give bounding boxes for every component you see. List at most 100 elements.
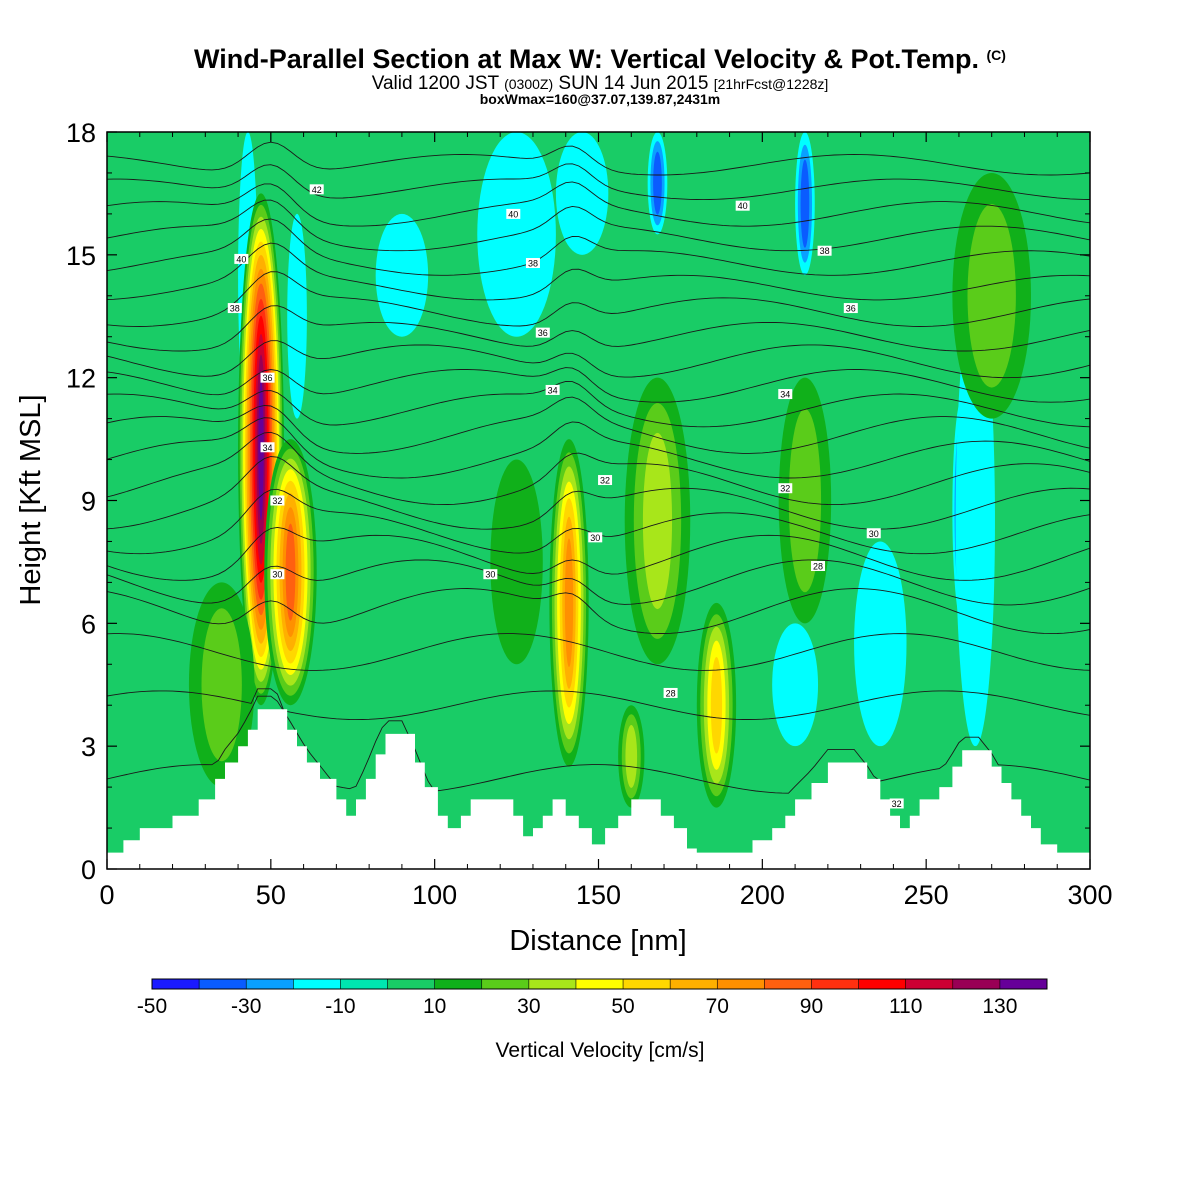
contour-label-text: 36 [846,304,856,314]
contour-label: 36 [260,372,275,383]
updraft-band [285,523,296,621]
contour-label-text: 32 [892,799,902,809]
colorbar-swatch [670,979,718,989]
downdraft-band [287,213,307,419]
isentrope-line [107,218,1090,276]
y-tick-label: 3 [81,732,96,762]
updraft-band [564,538,574,668]
contour-label-text: 30 [272,570,282,580]
colorbar-swatch [811,979,859,989]
contour-label-text: 40 [236,254,246,264]
colorbar-swatch [623,979,671,989]
updraft-band [625,724,638,788]
contour-label: 32 [270,495,285,506]
contour-label-text: 30 [590,533,600,543]
colorbar-swatch [199,979,247,989]
x-tick-label: 100 [412,880,457,910]
isentrope-line [107,242,1090,301]
isentrope-line [107,417,1090,479]
isentrope-line [107,271,1090,327]
contour-label: 42 [309,184,324,195]
contour-label: 30 [866,528,881,539]
downdraft-band [555,132,609,255]
colorbar-frame [151,978,1048,990]
contour-label-text: 30 [869,529,879,539]
contour-label-text: 34 [263,443,273,453]
x-tick-label: 300 [1067,880,1112,910]
contour-label: 28 [811,561,826,572]
contour-labels: 42 40 40 40 38 38 38 36 36 36 34 34 34 32 32 32 30 30 30 30… [227,184,904,809]
y-tick-label: 15 [66,241,96,271]
isentrope-line [107,367,1090,403]
contour-label: 38 [817,245,832,256]
contour-label: 32 [889,798,904,809]
colorbar: -50 -30 -10 10 30 50 70 90 110 130 [137,978,1048,1018]
isentrope-line [107,163,1090,201]
isentrope-line [107,199,1090,252]
contour-label-text: 34 [780,390,790,400]
contour-label-text: 40 [508,209,518,219]
isentrope-line [107,181,1090,227]
y-tick-label: 12 [66,364,96,394]
contour-label-text: 38 [230,304,240,314]
contour-label-text: 38 [528,259,538,269]
isentrope-line [107,526,1090,581]
valid-time-line: Valid 1200 JST (0300Z) SUN 14 Jun 2015 [… [0,74,1200,94]
downdraft-band [375,213,429,337]
isentrope-line [107,588,1090,635]
contour-label: 30 [588,532,603,543]
contour-label: 32 [778,483,793,494]
isentrope-line [107,380,1090,428]
contour-label: 34 [545,384,560,395]
box-info: boxWmax=160@37.07,139.87,2431m [479,91,721,107]
colorbar-swatch [528,979,577,989]
updraft-band [490,459,543,665]
colorbar-tick-label: -50 [137,995,167,1018]
isentrope-line [107,431,1090,506]
colorbar-tick-label: 110 [889,995,922,1018]
x-tick-label: 150 [576,880,621,910]
valid-prefix: Valid 1200 JST [371,73,499,94]
y-tick-label: 6 [81,609,96,639]
contour-label: 36 [843,303,858,314]
x-tick-label: 0 [99,880,114,910]
downdraft-band [772,623,819,747]
contour-label-text: 40 [738,201,748,211]
contour-label-text: 38 [820,246,830,256]
colorbar-swatch [575,979,624,989]
colorbar-swatch [999,979,1048,989]
contour-label: 40 [234,253,249,264]
colorbar-swatch [387,979,436,989]
colorbar-tick-label: 130 [982,995,1017,1018]
colorbar-swatch [858,979,907,989]
y-axis-label: Height [Kft MSL] [15,394,47,605]
updraft-band [710,656,723,754]
colorbar-tick-label: 50 [611,995,634,1018]
colorbar-tick-label: 10 [423,995,446,1018]
y-tick-label: 0 [81,855,96,885]
colorbar-swatch [952,979,1001,989]
colorbar-swatch [340,979,388,989]
contour-label: 30 [270,569,285,580]
colorbar-swatch [152,979,200,989]
contour-label-text: 32 [272,496,282,506]
valid-utc: (0300Z) [504,76,554,92]
isentrope-line [107,396,1090,454]
colorbar-swatch [246,979,294,989]
contour-label-text: 42 [312,185,322,195]
terrain-profile [107,709,1090,869]
contour-label-text: 28 [666,688,676,698]
colorbar-swatch [481,979,530,989]
colorbar-swatch [905,979,954,989]
potential-temperature-contours [107,141,1090,794]
valid-date: SUN 14 Jun 2015 [558,73,709,94]
isentrope-line [107,559,1090,606]
colorbar-tick-label: 70 [706,995,729,1018]
colorbar-tick-label: 30 [517,995,540,1018]
contour-label: 30 [483,569,498,580]
x-axis: 0 50 100 150 200 250 300 [99,132,1113,910]
chart-title-text: Wind-Parallel Section at Max W: Vertical… [194,44,979,74]
forecast-info: [21hrFcst@1228z] [713,76,829,92]
colorbar-swatch [717,979,765,989]
